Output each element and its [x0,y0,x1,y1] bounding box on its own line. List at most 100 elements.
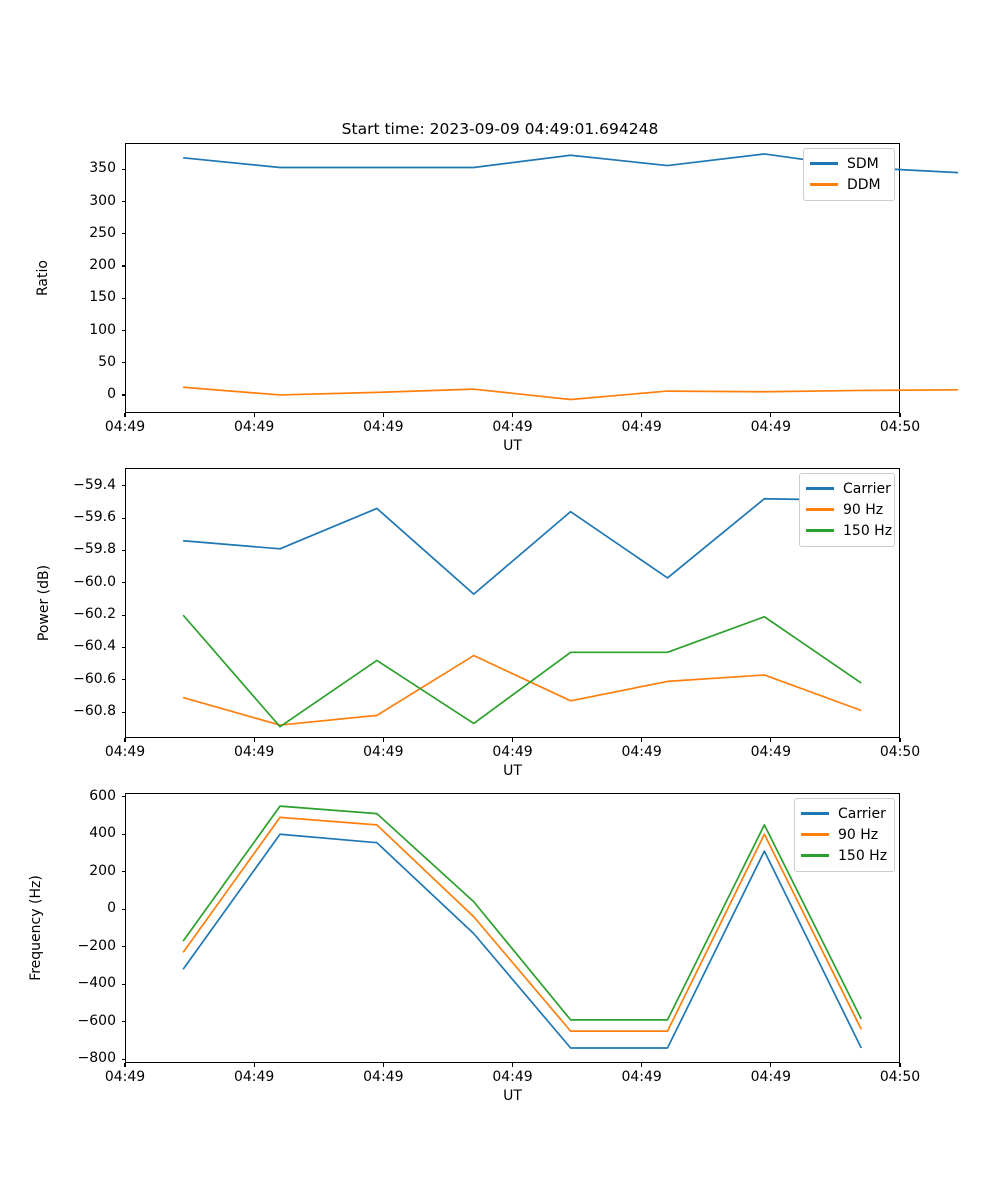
legend-item-150hz: 150 Hz [806,520,892,541]
power-panel-xtick-mark [382,738,384,742]
ratio-panel-xtick-mark [124,413,126,417]
power-panel-xtick-label: 04:49 [621,744,662,760]
series-line-90-hz [182,654,862,726]
frequency-panel-xtick-mark [124,1063,126,1067]
power-panel-ytick-mark [121,517,125,519]
ratio-panel-xtick-label: 04:49 [363,419,404,435]
frequency-axes-frame [125,793,900,1063]
legend-item-150hz-freq: 150 Hz [801,845,888,866]
ratio-panel-xtick-mark [899,413,901,417]
ratio-panel-ytick-mark [121,394,125,396]
hz90-color-swatch [806,508,834,511]
ratio-panel-xtick-label: 04:49 [750,419,791,435]
power-panel-ytick-label: −60.2 [73,606,116,623]
frequency-panel-ytick-label: 200 [89,862,116,879]
ratio-panel-ytick-label: 300 [89,192,116,209]
power-panel-ytick-mark [121,646,125,649]
ratio-panel-xtick-label: 04:50 [879,419,921,435]
power-panel-xtick-label: 04:49 [750,744,791,760]
frequency-panel-xtick-mark [511,1063,514,1067]
power-panel-ytick-mark [121,582,125,584]
power-panel-ytick-label: −60.4 [73,638,116,655]
ratio-panel-ytick-label: 350 [89,160,116,177]
power-panel-xtick-label: 04:49 [104,744,146,760]
ratio-panel-ytick-mark [121,265,125,267]
ratio-panel-ytick-mark [121,233,125,235]
ratio-panel-ytick-label: 100 [89,321,116,338]
frequency-panel-ytick-label: 0 [107,900,116,917]
series-line-150-hz [182,805,863,1021]
frequency-panel-xtick-mark [253,1063,255,1067]
power-panel-xtick-mark [770,738,772,742]
ddm-color-swatch [810,183,838,186]
ratio-panel-ytick-mark [121,201,125,203]
power-panel-ytick-label: −59.6 [73,509,116,526]
legend-item-ddm: DDM [810,174,888,195]
power-panel-ytick-mark [121,711,125,713]
ratio-panel-xtick-mark [253,413,255,417]
power-panel-xtick-label: 04:49 [492,744,533,760]
frequency-panel-ytick-mark [121,1021,125,1023]
frequency-panel-ytick-mark [121,983,125,985]
power-panel-ytick-label: −59.4 [73,476,116,493]
frequency-panel-xtick-label: 04:49 [621,1069,662,1085]
power-panel-xtick-mark [899,738,901,742]
power-panel-ytick-mark [121,485,125,487]
ratio-legend: SDM DDM [803,148,895,201]
ratio-panel-ytick-mark [121,297,125,299]
carrier-color-swatch [806,487,834,490]
ratio-panel-xtick-label: 04:49 [492,419,533,435]
hz150-color-swatch [806,529,834,532]
frequency-panel-ytick-mark [121,871,125,873]
frequency-panel-ytick-mark [121,946,125,948]
power-panel-xtick-label: 04:49 [363,744,404,760]
series-line-carrier [183,497,862,595]
ratio-panel-xtick-mark [511,413,514,417]
frequency-panel-xtick-label: 04:50 [879,1069,921,1085]
legend-label-ddm: DDM [847,176,881,193]
ratio-panel-xtick-mark [770,413,772,417]
power-axes-frame [125,468,900,738]
power-legend: Carrier 90 Hz 150 Hz [799,473,895,547]
power-panel-ytick-label: −60.6 [73,670,116,687]
carrier-color-swatch [801,812,829,815]
frequency-panel-xtick-mark [770,1063,772,1067]
power-panel-xtick-mark [641,738,643,742]
frequency-panel-ytick-label: 600 [89,787,116,804]
legend-label-90hz: 90 Hz [843,501,884,518]
power-panel-ytick-label: −60.0 [73,573,116,590]
power-panel-xtick-mark [124,738,126,742]
ratio-panel-xtick-mark [382,413,384,417]
power-panel-xtick-mark [253,738,255,742]
frequency-panel-ytick-label: 400 [89,825,116,842]
frequency-panel-xtick-mark [641,1063,643,1067]
series-line-90-hz [182,816,863,1032]
legend-label-150hz: 150 Hz [838,847,888,864]
frequency-panel-ytick-label: −600 [77,1012,116,1029]
ratio-panel-ytick-mark [121,329,125,332]
legend-label-sdm: SDM [847,155,879,172]
frequency-panel-xtick-mark [382,1063,384,1067]
power-panel-ytick-mark [121,549,125,552]
legend-label-carrier: Carrier [838,805,886,822]
legend-label-90hz: 90 Hz [838,826,879,843]
frequency-panel-ytick-label: −200 [77,937,116,954]
series-line-150-hz [182,614,862,728]
legend-label-150hz: 150 Hz [843,522,893,539]
frequency-xlabel: UT [503,1088,522,1104]
frequency-panel-xtick-label: 04:49 [363,1069,404,1085]
ratio-panel-xtick-label: 04:49 [621,419,662,435]
power-panel-ytick-label: −60.8 [73,703,116,720]
frequency-panel-xtick-label: 04:49 [233,1069,275,1085]
frequency-panel-xtick-label: 04:49 [492,1069,533,1085]
legend-item-carrier: Carrier [806,478,891,499]
ratio-panel-ytick-label: 150 [89,289,116,306]
ratio-panel-xtick-label: 04:49 [104,419,146,435]
power-panel-xtick-label: 04:49 [233,744,275,760]
